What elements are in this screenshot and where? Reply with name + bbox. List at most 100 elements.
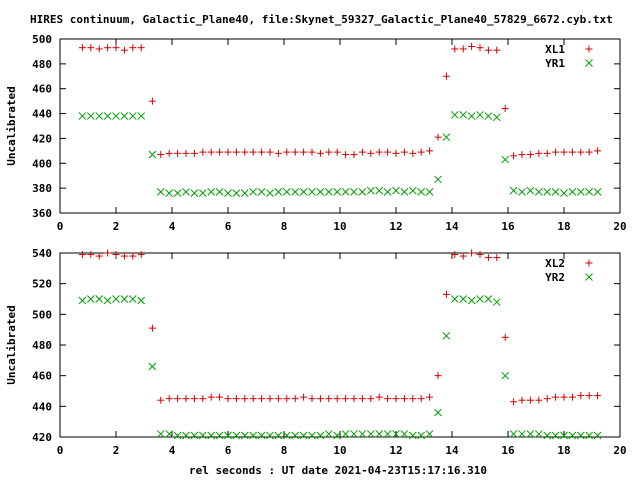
- data-point: [95, 295, 104, 303]
- x-tick-label: 0: [57, 444, 64, 457]
- data-point: [95, 252, 103, 260]
- data-point: [112, 112, 120, 120]
- x-tick-label: 14: [445, 444, 459, 457]
- data-point: [316, 149, 324, 157]
- data-point: [358, 188, 367, 196]
- data-point: [165, 149, 173, 157]
- data-point: [426, 393, 434, 401]
- data-point: [417, 148, 425, 156]
- data-point: [568, 148, 576, 156]
- series-YR1: [78, 110, 602, 197]
- data-point: [467, 296, 476, 305]
- x-tick-label: 18: [557, 444, 570, 457]
- data-point: [350, 188, 358, 196]
- data-point: [324, 430, 333, 438]
- data-point: [367, 395, 375, 403]
- data-point: [215, 431, 224, 440]
- y-tick-label: 460: [32, 370, 52, 383]
- x-tick-label: 20: [613, 220, 626, 233]
- data-point: [552, 393, 560, 401]
- data-point: [493, 46, 501, 54]
- y-axis-label: Uncalibrated: [5, 305, 18, 384]
- data-point: [316, 431, 325, 440]
- data-point: [577, 148, 585, 156]
- data-point: [232, 395, 240, 403]
- data-point: [257, 188, 266, 196]
- data-point: [459, 45, 467, 53]
- data-point: [518, 188, 526, 196]
- data-point: [182, 188, 190, 196]
- data-point: [95, 45, 103, 53]
- data-point: [552, 148, 560, 156]
- data-point: [282, 188, 291, 196]
- data-point: [392, 149, 400, 157]
- data-point: [560, 148, 568, 156]
- legend-label: YR1: [545, 57, 565, 70]
- data-point: [148, 150, 157, 159]
- data-point: [468, 42, 476, 50]
- x-tick-label: 10: [333, 220, 346, 233]
- data-point: [518, 430, 526, 438]
- data-point: [190, 149, 198, 157]
- data-point: [308, 431, 316, 440]
- data-point: [342, 395, 350, 403]
- x-tick-label: 12: [389, 220, 402, 233]
- x-tick-label: 16: [501, 220, 515, 233]
- data-point: [442, 72, 450, 80]
- data-point: [434, 372, 442, 380]
- data-point: [165, 430, 174, 438]
- data-point: [87, 251, 95, 259]
- data-point: [501, 105, 509, 113]
- data-point: [103, 112, 112, 120]
- data-point: [283, 148, 291, 156]
- data-point: [249, 148, 257, 156]
- data-point: [174, 395, 182, 403]
- data-point: [241, 395, 249, 403]
- data-point: [568, 431, 577, 440]
- data-point: [129, 252, 137, 260]
- y-tick-label: 460: [32, 83, 52, 96]
- y-tick-label: 540: [32, 247, 52, 260]
- data-point: [207, 148, 215, 156]
- bottom-panel: 0 2 4 6 8 10 12 14 16 18 20 420 440 460 480 500 520 540 Un…: [5, 247, 627, 457]
- data-point: [333, 188, 342, 196]
- data-point: [451, 45, 459, 53]
- x-tick-label: 8: [281, 444, 288, 457]
- data-point: [484, 295, 493, 303]
- data-point: [182, 395, 190, 403]
- data-point: [451, 251, 459, 259]
- data-point: [266, 395, 274, 403]
- y-tick-label: 480: [32, 58, 52, 71]
- data-point: [434, 133, 442, 141]
- y-tick-label: 440: [32, 400, 52, 413]
- data-point: [299, 431, 308, 440]
- data-point: [417, 188, 426, 196]
- data-point: [274, 188, 283, 196]
- data-point: [535, 149, 543, 157]
- data-point: [308, 148, 316, 156]
- data-point: [551, 431, 560, 440]
- data-point: [224, 189, 232, 197]
- data-point: [190, 189, 199, 197]
- data-point: [476, 251, 484, 259]
- data-point: [215, 188, 224, 196]
- data-point: [518, 396, 526, 404]
- data-point: [366, 186, 375, 195]
- x-tick-label: 16: [501, 444, 515, 457]
- data-point: [350, 395, 358, 403]
- data-point: [358, 430, 367, 438]
- x-tick-label: 8: [281, 220, 288, 233]
- series-XL1: [78, 42, 602, 160]
- data-point: [484, 112, 493, 120]
- data-point: [207, 393, 215, 401]
- data-point: [501, 333, 509, 341]
- data-point: [442, 290, 450, 298]
- data-point: [300, 148, 308, 156]
- data-point: [358, 148, 366, 156]
- data-point: [509, 186, 518, 195]
- data-point: [526, 430, 535, 438]
- data-point: [156, 188, 165, 196]
- data-point: [585, 148, 593, 156]
- data-point: [316, 395, 324, 403]
